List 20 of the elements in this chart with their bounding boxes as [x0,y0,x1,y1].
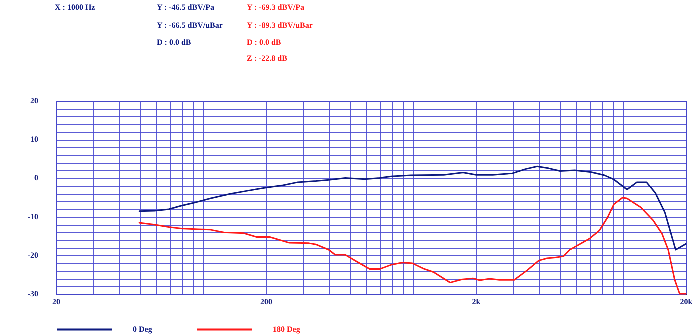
y-tick-label: 10 [30,135,38,144]
text: X : 1000 Hz [55,3,96,12]
text: Y : -46.5 dBV/Pa [157,3,214,12]
x-tick-label: 20 [52,298,60,306]
text: Y : -89.3 dBV/uBar [247,21,313,30]
x-tick-label: 200 [260,298,272,306]
text: Y : -66.5 dBV/uBar [157,21,223,30]
y-tick-label: 0 [34,174,38,183]
y-tick-label: -20 [28,250,38,260]
text: D : 0.0 dB [247,38,282,47]
x-tick-label: 2k [472,298,482,306]
text: D : 0.0 dB [157,38,192,47]
text: Y : -69.3 dBV/Pa [247,3,304,12]
y-tick-label: -30 [28,290,38,298]
x-tick-label: 20k [680,298,694,306]
text: 180 Deg [273,324,300,334]
text: 0 Deg [133,324,152,334]
y-tick-label: -10 [28,212,38,222]
y-tick-label: 20 [30,96,38,106]
text: Z : -22.8 dB [247,54,288,63]
